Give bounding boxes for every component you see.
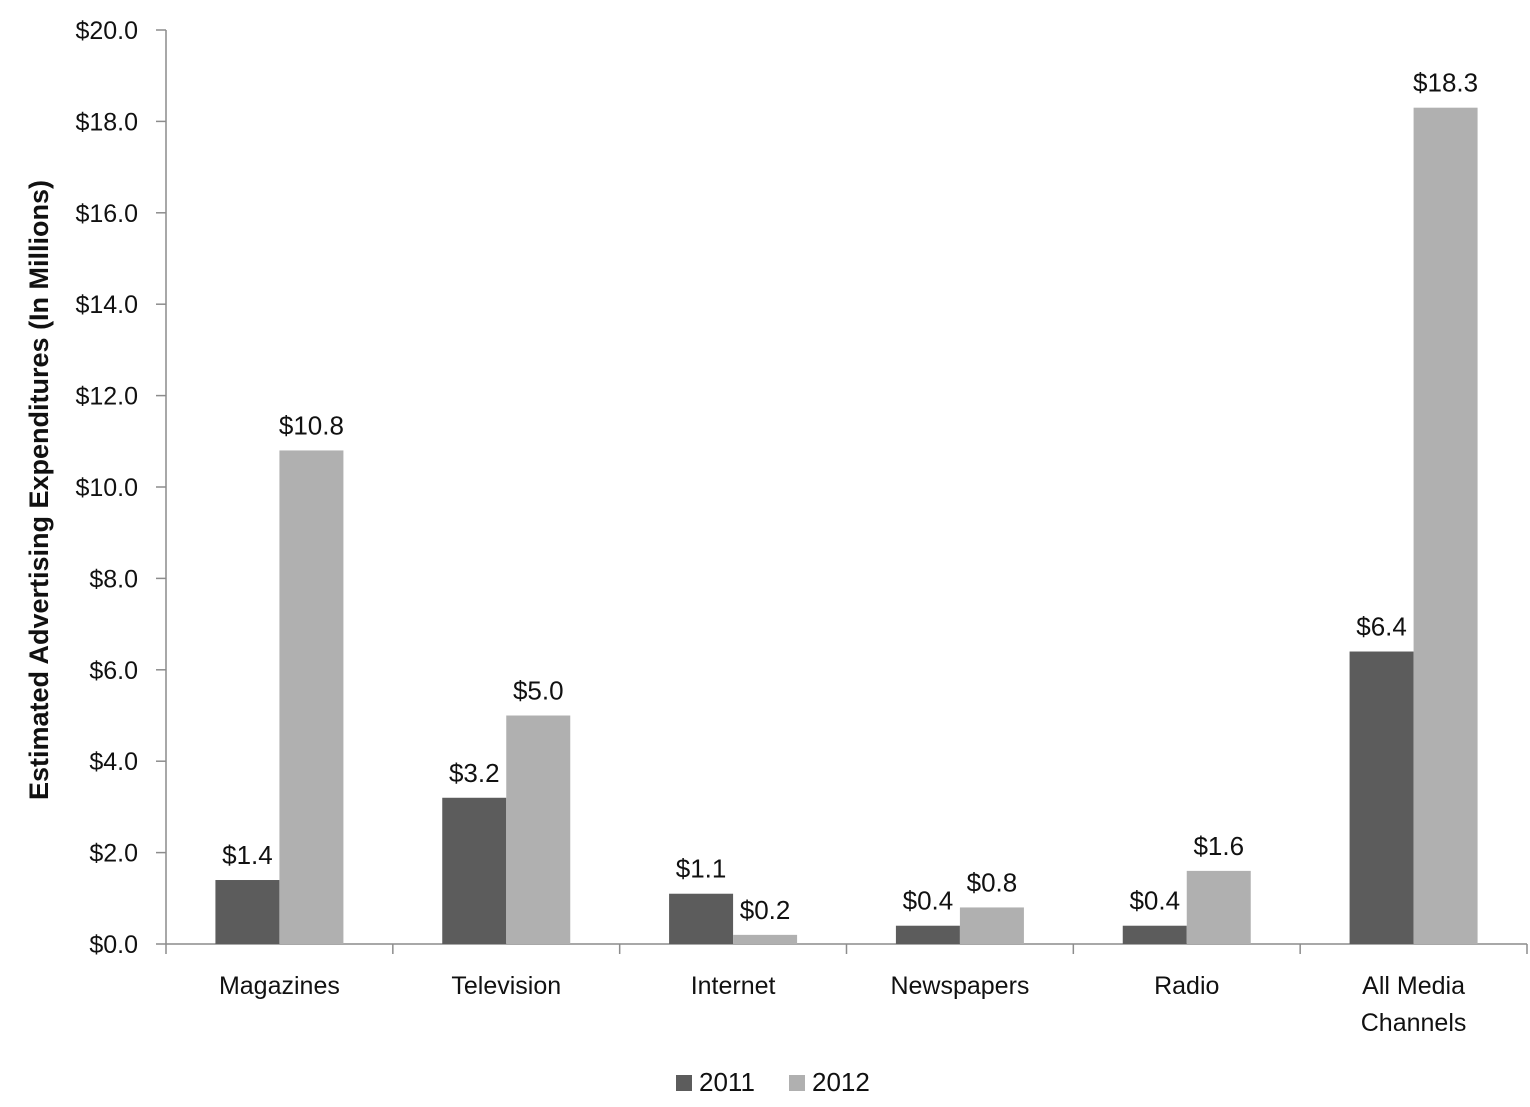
- bar-2012: [733, 934, 798, 944]
- y-tick-label: $0.0: [89, 931, 138, 959]
- data-label: $1.1: [676, 854, 727, 884]
- data-label: $1.6: [1193, 831, 1244, 861]
- y-tick-label: $2.0: [89, 840, 138, 868]
- legend: 2011 2012: [676, 1067, 870, 1097]
- data-label: $6.4: [1356, 612, 1407, 642]
- bar-2012: [279, 450, 344, 944]
- bars-layer: [215, 107, 1478, 944]
- y-tick-label: $6.0: [89, 657, 138, 685]
- axes-layer: $0.0 $2.0 $4.0 $6.0 $8.0 $10.0 $12.0 $14.0 $16.0…: [75, 17, 1528, 959]
- y-tick-label: $4.0: [89, 748, 138, 776]
- bar-2012: [506, 715, 571, 944]
- data-label: $10.8: [279, 410, 344, 440]
- bar-2011: [1349, 651, 1414, 944]
- y-tick-label: $16.0: [75, 200, 138, 228]
- x-tick-label: Newspapers: [890, 972, 1029, 1000]
- bar-2012: [959, 907, 1024, 944]
- x-tick-label: Television: [451, 972, 561, 1000]
- x-tick-label-line: Television: [451, 972, 561, 1000]
- y-tick-label: $8.0: [89, 565, 138, 593]
- x-tick-label-line: Internet: [691, 972, 776, 1000]
- y-tick-label: $20.0: [75, 17, 138, 45]
- y-tick-label: $18.0: [75, 108, 138, 136]
- x-tick-label-line: Channels: [1361, 1009, 1467, 1037]
- legend-label: 2011: [699, 1067, 755, 1097]
- bar-2011: [442, 797, 507, 944]
- x-tick-label: All Media Channels: [1361, 972, 1467, 1037]
- bar-2011: [669, 893, 734, 944]
- data-label: $0.4: [1129, 886, 1180, 916]
- y-axis-label: Estimated Advertising Expenditures (In M…: [24, 180, 54, 800]
- data-label: $5.0: [513, 676, 564, 706]
- legend-label: 2012: [812, 1067, 870, 1097]
- y-tick-label: $10.0: [75, 474, 138, 502]
- data-label: $0.4: [903, 886, 954, 916]
- data-label: $18.3: [1413, 68, 1478, 98]
- x-tick-label: Internet: [691, 972, 776, 1000]
- data-label: $0.8: [967, 867, 1018, 897]
- y-tick-label: $14.0: [75, 291, 138, 319]
- bar-2011: [1122, 925, 1187, 944]
- data-label: $3.2: [449, 758, 500, 788]
- data-label: $0.2: [740, 895, 791, 925]
- labels-layer: Magazines $1.4 $10.8 Television $3.2 $5.0 Inte…: [219, 68, 1478, 1037]
- x-tick-label-line: Magazines: [219, 972, 340, 1000]
- bar-2011: [895, 925, 960, 944]
- x-tick-label-line: All Media: [1362, 972, 1465, 1000]
- x-tick-label: Magazines: [219, 972, 340, 1000]
- x-tick-label-line: Radio: [1154, 972, 1219, 1000]
- legend-swatch-2012: [789, 1075, 805, 1091]
- data-label: $1.4: [222, 840, 273, 870]
- x-tick-label: Radio: [1154, 972, 1219, 1000]
- bar-2011: [215, 880, 280, 944]
- y-tick-label: $12.0: [75, 383, 138, 411]
- bar-2012: [1413, 107, 1478, 944]
- x-tick-label-line: Newspapers: [890, 972, 1029, 1000]
- legend-swatch-2011: [676, 1075, 692, 1091]
- bar-2012: [1186, 870, 1251, 944]
